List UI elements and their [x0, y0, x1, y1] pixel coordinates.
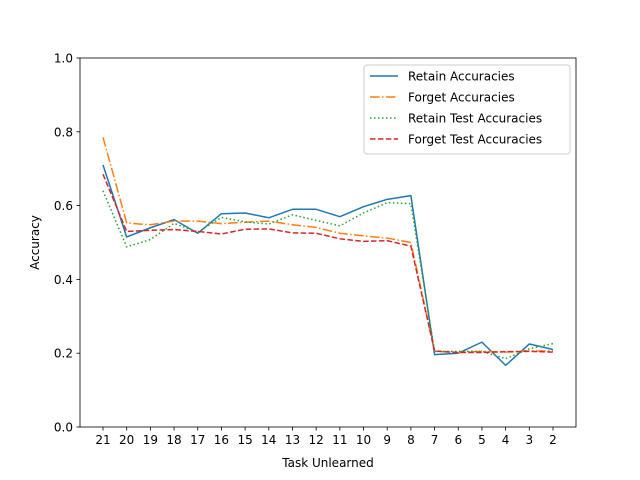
- legend-label-3: Retain Test Accuracies: [408, 112, 542, 126]
- x-tick-label: 18: [166, 433, 181, 447]
- x-tick-label: 13: [285, 433, 300, 447]
- y-tick-label: 0.4: [54, 273, 73, 287]
- series-line-4: [102, 173, 554, 354]
- x-tick-label: 16: [214, 433, 229, 447]
- legend-label-2: Forget Accuracies: [408, 91, 515, 105]
- x-tick-label: 6: [454, 433, 462, 447]
- x-tick-label: 10: [356, 433, 371, 447]
- x-axis-label: Task Unlearned: [281, 456, 374, 470]
- axes-frame: [79, 57, 577, 428]
- x-tick-label: 9: [383, 433, 391, 447]
- y-tick-label: 0.6: [54, 199, 73, 213]
- y-tick-label: 0.2: [54, 347, 73, 361]
- series-layer: [102, 137, 554, 367]
- series-line-2: [102, 137, 553, 354]
- x-tick-label: 14: [261, 433, 276, 447]
- legend-label-4: Forget Test Accuracies: [408, 133, 542, 147]
- x-tick-label: 7: [431, 433, 439, 447]
- x-tick-label: 15: [237, 433, 252, 447]
- x-tick-label: 3: [525, 433, 533, 447]
- x-tick-label: 2: [549, 433, 557, 447]
- x-tick-label: 20: [119, 433, 134, 447]
- x-tick-label: 19: [143, 433, 158, 447]
- legend: Retain Accuracies Forget Accuracies Retain…: [363, 64, 571, 155]
- x-tick-label: 8: [407, 433, 415, 447]
- y-tick-label: 0.0: [54, 421, 73, 435]
- series-line-3: [102, 190, 554, 360]
- y-tick-label: 1.0: [54, 52, 73, 66]
- x-tick-label: 4: [502, 433, 510, 447]
- y-axis-ticks: 0.0 0.2 0.4 0.6 0.8 1.0: [54, 52, 80, 435]
- x-tick-label: 11: [332, 433, 347, 447]
- x-tick-label: 5: [478, 433, 486, 447]
- x-tick-label: 17: [190, 433, 205, 447]
- x-axis-ticks: 21 20 19 18 17 16 15 14 13 12 11 10 9 8 7 6 5 4 3 2: [95, 427, 557, 447]
- legend-label-1: Retain Accuracies: [408, 70, 515, 84]
- series-line-1: [102, 164, 554, 367]
- x-tick-label: 12: [309, 433, 324, 447]
- y-axis-label: Accuracy: [28, 215, 42, 270]
- y-tick-label: 0.8: [54, 125, 73, 139]
- x-tick-label: 21: [95, 433, 110, 447]
- legend-box: [363, 64, 571, 155]
